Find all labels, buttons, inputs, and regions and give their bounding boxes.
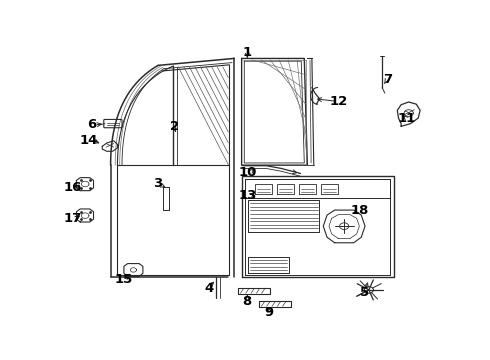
Text: 2: 2 (170, 120, 179, 133)
Text: 9: 9 (265, 306, 274, 319)
Text: 16: 16 (64, 181, 82, 194)
Text: 5: 5 (361, 286, 369, 299)
Text: 13: 13 (238, 189, 256, 202)
Text: 3: 3 (153, 177, 163, 190)
Text: 1: 1 (243, 46, 252, 59)
Text: 10: 10 (238, 166, 256, 179)
Text: 7: 7 (383, 73, 392, 86)
Text: 6: 6 (87, 118, 96, 131)
Text: 15: 15 (115, 273, 133, 286)
Text: 12: 12 (329, 95, 347, 108)
Text: 4: 4 (205, 282, 214, 295)
Text: 14: 14 (80, 134, 98, 147)
FancyBboxPatch shape (104, 120, 122, 128)
Text: 8: 8 (243, 295, 252, 308)
Text: 17: 17 (64, 212, 82, 225)
Text: 18: 18 (350, 204, 368, 217)
Text: 11: 11 (398, 112, 416, 125)
